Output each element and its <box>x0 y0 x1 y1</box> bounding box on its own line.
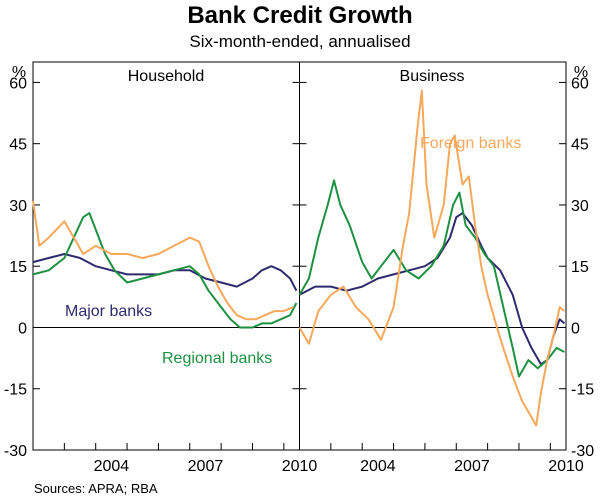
y-tick-label-left: -30 <box>4 443 27 460</box>
x-tick-label: 2010 <box>282 458 318 475</box>
series-line-business-foreign <box>298 89 566 427</box>
left-unit-label: % <box>12 64 26 81</box>
series-layer <box>32 89 566 427</box>
y-tick-label-right: 60 <box>571 75 589 92</box>
y-tick-label-left: 15 <box>9 259 27 276</box>
y-tick-label-right: 45 <box>571 137 589 154</box>
series-label-regional-banks: Regional banks <box>162 350 272 367</box>
series-line-household-major <box>32 253 298 292</box>
x-tick-label: 2007 <box>454 458 490 475</box>
panel-title-household: Household <box>128 68 205 85</box>
y-tick-label-right: 0 <box>571 320 580 337</box>
x-tick-label: 2007 <box>188 458 224 475</box>
series-label-foreign-banks: Foreign banks <box>420 135 521 152</box>
x-tick-label: 2004 <box>94 458 130 475</box>
series-line-household-regional <box>32 212 298 329</box>
y-tick-label-left: 30 <box>9 198 27 215</box>
ticks-layer: 60 60 45 45 30 30 15 15 0 0 -15 -15 -30 -30 2004 2007 20… <box>4 75 594 475</box>
y-tick-label-right: -30 <box>571 443 594 460</box>
series-label-major-banks: Major banks <box>65 303 152 320</box>
panel-title-business: Business <box>400 68 465 85</box>
series-line-household-foreign <box>32 200 294 321</box>
x-tick-label: 2010 <box>548 458 584 475</box>
y-tick-label-left: 45 <box>9 137 27 154</box>
y-tick-label-right: 15 <box>571 259 589 276</box>
y-tick-label-left: 0 <box>18 320 27 337</box>
y-tick-label-left: 60 <box>9 75 27 92</box>
chart-title: Bank Credit Growth <box>187 2 413 29</box>
y-tick-label-right: -15 <box>571 382 594 399</box>
series-line-business-regional <box>298 179 565 378</box>
source-note: Sources: APRA; RBA <box>34 481 158 496</box>
y-tick-label-right: 30 <box>571 198 589 215</box>
y-tick-label-left: -15 <box>4 382 27 399</box>
x-tick-label: 2004 <box>360 458 396 475</box>
right-unit-label: % <box>574 64 588 81</box>
chart-subtitle: Six-month-ended, annualised <box>189 32 411 51</box>
